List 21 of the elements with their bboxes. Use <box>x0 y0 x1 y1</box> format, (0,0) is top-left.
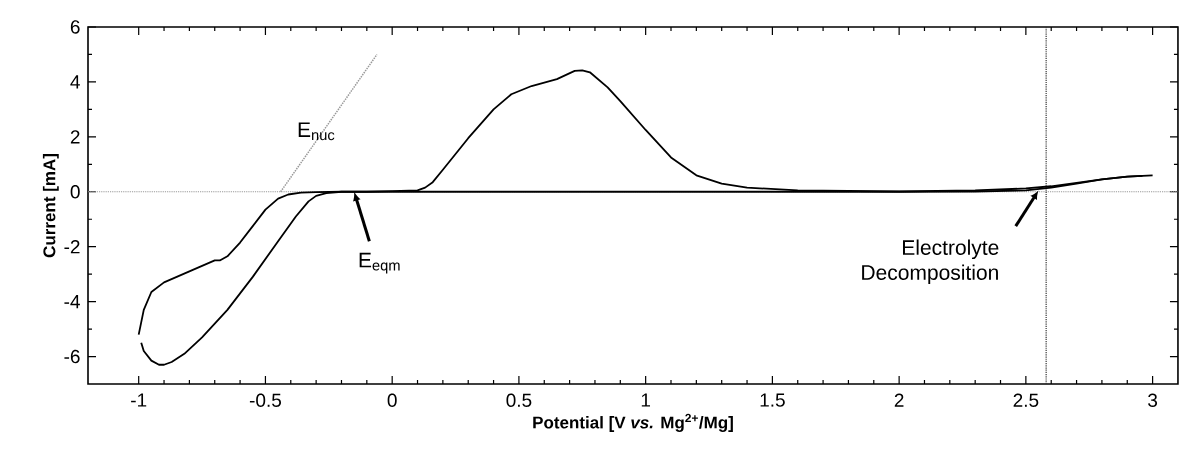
x-tick-label: -0.5 <box>249 393 281 407</box>
y-axis-title: Current [mA] <box>42 154 59 258</box>
x-tick-label: 0 <box>387 393 397 407</box>
x-tick-label: 1 <box>641 393 651 407</box>
y-tick-label: -4 <box>64 295 80 309</box>
y-tick-label: -6 <box>64 349 80 364</box>
x-tick-label: 3 <box>1148 393 1158 407</box>
x-tick-label: 2 <box>894 393 904 407</box>
annotation: Electrolyte Decomposition <box>862 239 999 285</box>
x-tick-label: 0.5 <box>506 393 532 407</box>
y-tick-label: 4 <box>70 75 80 89</box>
x-axis-title: Potential [V vs. Mg$^{2+}$/Mg] <box>533 413 733 432</box>
y-tick-label: 6 <box>70 20 80 34</box>
y-tick-label: 2 <box>70 130 80 144</box>
x-tick-label: -1 <box>131 393 147 407</box>
x-tick-label: 2.5 <box>1013 393 1039 407</box>
annotation: E$_{eqm}$ <box>359 252 400 274</box>
x-tick-label: 1.5 <box>760 393 785 407</box>
y-tick-label: -2 <box>64 240 80 254</box>
annotation: E$_{nuc}$ <box>298 122 335 141</box>
y-tick-label: 0 <box>70 185 80 199</box>
